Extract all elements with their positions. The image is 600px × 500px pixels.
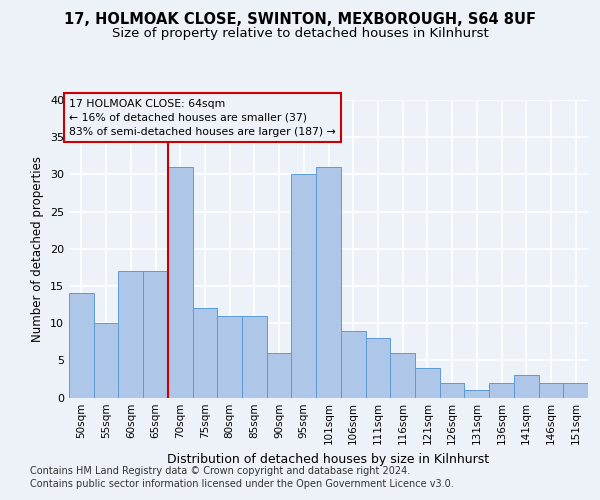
Text: Contains HM Land Registry data © Crown copyright and database right 2024.: Contains HM Land Registry data © Crown c…	[30, 466, 410, 476]
Bar	[563, 382, 588, 398]
Bar	[267, 353, 292, 398]
Bar	[341, 330, 365, 398]
Bar	[118, 271, 143, 398]
Text: Contains public sector information licensed under the Open Government Licence v3: Contains public sector information licen…	[30, 479, 454, 489]
Bar	[168, 167, 193, 398]
Bar	[193, 308, 217, 398]
Bar	[514, 375, 539, 398]
Y-axis label: Number of detached properties: Number of detached properties	[31, 156, 44, 342]
Text: Size of property relative to detached houses in Kilnhurst: Size of property relative to detached ho…	[112, 28, 488, 40]
Bar	[94, 323, 118, 398]
Bar	[440, 382, 464, 398]
Bar	[242, 316, 267, 398]
Bar	[69, 294, 94, 398]
Bar	[464, 390, 489, 398]
Bar	[415, 368, 440, 398]
Bar	[292, 174, 316, 398]
Bar	[489, 382, 514, 398]
Bar	[143, 271, 168, 398]
Text: 17, HOLMOAK CLOSE, SWINTON, MEXBOROUGH, S64 8UF: 17, HOLMOAK CLOSE, SWINTON, MEXBOROUGH, …	[64, 12, 536, 28]
Bar	[316, 167, 341, 398]
Bar	[217, 316, 242, 398]
Bar	[539, 382, 563, 398]
Bar	[390, 353, 415, 398]
Bar	[365, 338, 390, 398]
Text: 17 HOLMOAK CLOSE: 64sqm
← 16% of detached houses are smaller (37)
83% of semi-de: 17 HOLMOAK CLOSE: 64sqm ← 16% of detache…	[69, 98, 336, 136]
X-axis label: Distribution of detached houses by size in Kilnhurst: Distribution of detached houses by size …	[167, 453, 490, 466]
